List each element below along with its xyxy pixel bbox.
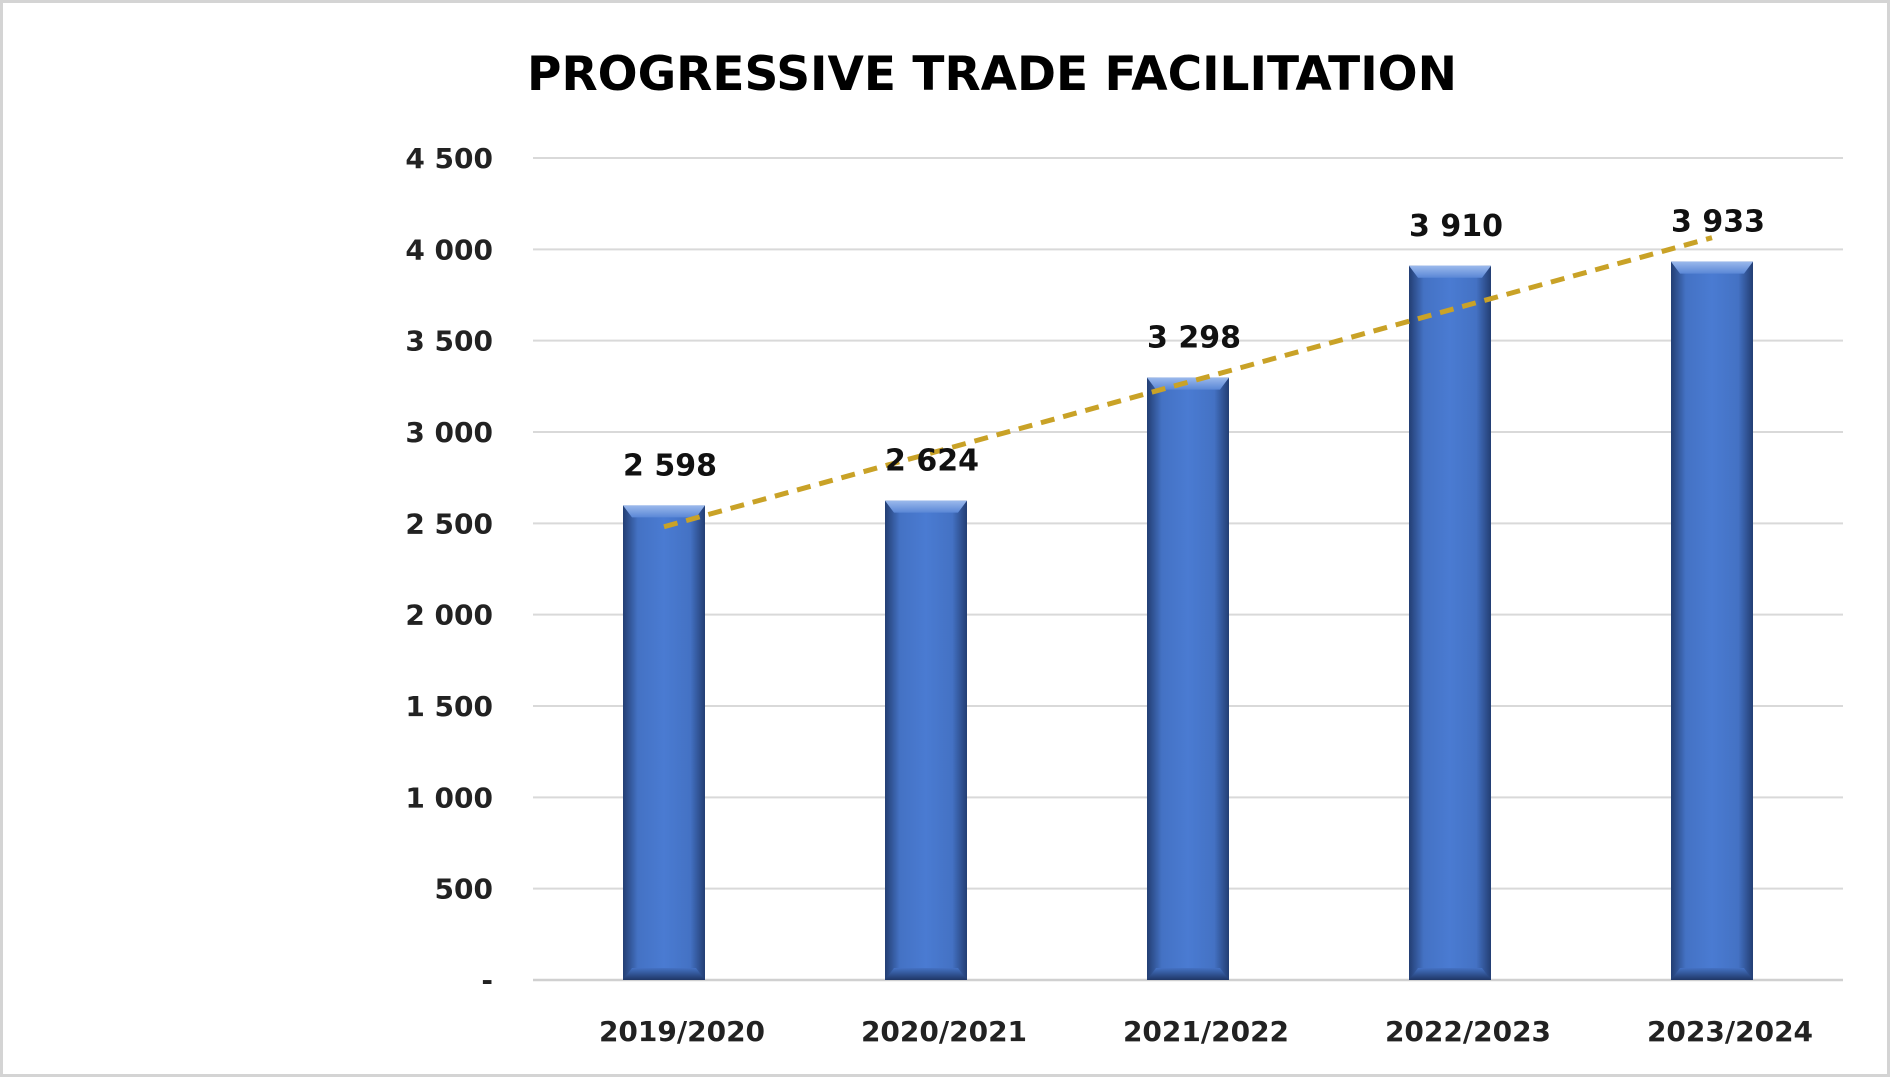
bar: [1671, 261, 1753, 980]
data-label: 2 624: [885, 444, 979, 479]
chart-svg: PROGRESSIVE TRADE FACILITATION - 500 1 000…: [405, 47, 1843, 1048]
data-labels: 2 598 2 624 3 298 3 910 3 933: [623, 205, 1765, 484]
data-label: 2 598: [623, 448, 717, 483]
bar-base: [1147, 968, 1229, 980]
x-tick-label: 2022/2023: [1385, 1015, 1551, 1048]
bar-group: [885, 500, 967, 980]
bar-cap: [1147, 377, 1229, 390]
data-label: 3 910: [1409, 209, 1503, 244]
bar-cap: [1409, 265, 1491, 278]
y-tick-label: 1 000: [405, 781, 493, 814]
y-tick-label: 500: [435, 873, 493, 906]
trendline-group: [663, 235, 1713, 530]
trendline: [663, 235, 1713, 530]
y-tick-label: 4 000: [405, 233, 493, 266]
bar-group: [1147, 377, 1229, 981]
data-label: 3 933: [1671, 205, 1765, 240]
y-tick-label: 2 000: [405, 599, 493, 632]
bar-base: [1671, 968, 1753, 980]
bar-base: [623, 968, 705, 980]
bar-base: [885, 968, 967, 980]
bar-cap: [885, 500, 967, 513]
bar-cap: [623, 505, 705, 518]
bar: [1409, 265, 1491, 981]
x-tick-label: 2020/2021: [861, 1015, 1027, 1048]
bar: [623, 505, 705, 980]
y-tick-label: 1 500: [405, 690, 493, 723]
bars: [623, 261, 1753, 981]
bar-base: [1409, 968, 1491, 980]
x-axis-ticks: 2019/2020 2020/2021 2021/2022 2022/2023 2023…: [599, 1015, 1813, 1048]
bar-group: [1671, 261, 1753, 980]
y-tick-label: 2 500: [405, 507, 493, 540]
bar-group: [623, 505, 705, 980]
bar-group: [1409, 265, 1491, 981]
x-tick-label: 2019/2020: [599, 1015, 765, 1048]
x-tick-label: 2023/2024: [1647, 1015, 1813, 1048]
chart-title: PROGRESSIVE TRADE FACILITATION: [527, 47, 1457, 102]
bar: [885, 500, 967, 980]
bar: [1147, 377, 1229, 981]
x-tick-label: 2021/2022: [1123, 1015, 1289, 1048]
y-tick-label: 4 500: [405, 142, 493, 175]
y-tick-label: -: [481, 964, 493, 997]
data-label: 3 298: [1147, 321, 1241, 356]
bar-cap: [1671, 261, 1753, 274]
y-axis-ticks: - 500 1 000 1 500 2 000 2 500 3 000 3 500 4 000 4…: [405, 142, 493, 997]
y-tick-label: 3 000: [405, 416, 493, 449]
y-tick-label: 3 500: [405, 325, 493, 358]
